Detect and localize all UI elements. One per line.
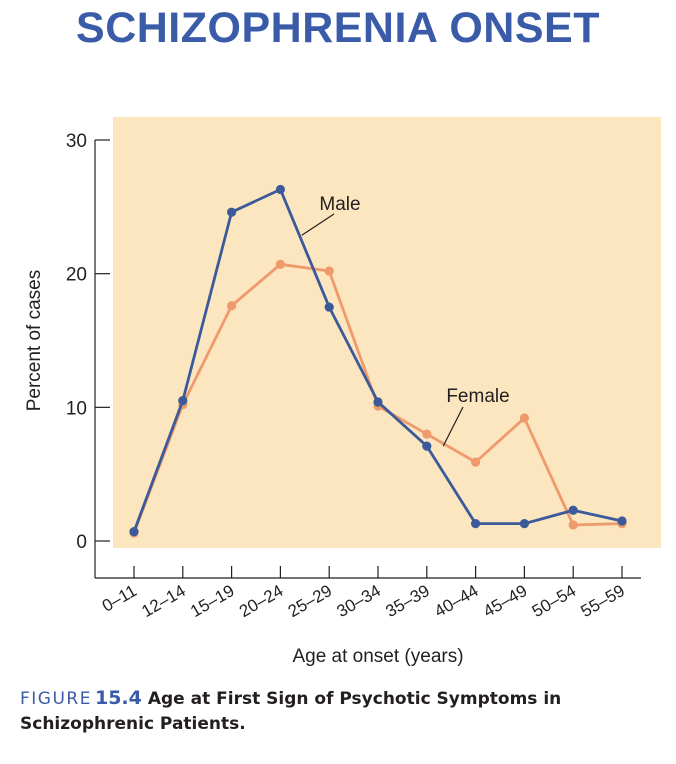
x-tick-label: 45–49 bbox=[480, 581, 530, 621]
male-data-point bbox=[178, 396, 188, 406]
female-label-leader bbox=[442, 406, 464, 447]
male-data-point bbox=[471, 519, 481, 529]
line-chart: 0 10 20 30 Percent of cases 0–1112–1415–1920–… bbox=[24, 117, 661, 667]
male-series-label: Male bbox=[319, 194, 360, 215]
female-data-point bbox=[324, 266, 334, 276]
x-tick-label: 35–39 bbox=[382, 581, 432, 621]
figure-word: FIGURE bbox=[20, 689, 92, 709]
male-data-point bbox=[373, 397, 383, 407]
axes bbox=[94, 139, 641, 579]
female-data-point bbox=[568, 520, 578, 530]
male-data-point bbox=[227, 207, 237, 217]
female-data-point bbox=[227, 301, 237, 311]
male-data-point bbox=[617, 516, 627, 526]
figure-caption: FIGURE 15.4 Age at First Sign of Psychotic… bbox=[20, 686, 640, 737]
male-data-point bbox=[568, 505, 578, 515]
figure-title: Age at First Sign of Psychotic Symptoms … bbox=[20, 689, 562, 734]
x-tick-label: 0–11 bbox=[99, 581, 140, 616]
x-tick-label: 25–29 bbox=[285, 581, 335, 621]
series-layer bbox=[129, 184, 627, 538]
page-heading: SCHIZOPHRENIA ONSET bbox=[76, 4, 600, 52]
x-axis-label: Age at onset (years) bbox=[292, 646, 463, 667]
male-data-point bbox=[519, 519, 530, 529]
x-tick-label: 15–19 bbox=[187, 581, 237, 621]
plot-background bbox=[113, 117, 661, 548]
x-tick-label: 55–59 bbox=[578, 581, 628, 621]
male-data-point bbox=[129, 527, 139, 537]
x-tick-label: 20–24 bbox=[236, 581, 286, 621]
male-label-leader bbox=[301, 213, 335, 236]
y-tick-label: 20 bbox=[66, 265, 87, 286]
x-tick-label: 50–54 bbox=[529, 581, 579, 621]
x-tick-label: 40–44 bbox=[431, 581, 481, 621]
female-data-point bbox=[471, 457, 481, 467]
y-tick-label: 0 bbox=[76, 532, 87, 553]
y-tick-label: 30 bbox=[66, 131, 87, 152]
y-tick-label: 10 bbox=[66, 398, 87, 419]
x-tick-label: 12–14 bbox=[138, 581, 188, 621]
figure-number: 15.4 bbox=[94, 687, 142, 709]
male-data-point bbox=[275, 184, 285, 195]
female-data-point bbox=[275, 259, 285, 269]
female-data-point bbox=[422, 429, 432, 439]
female-data-point bbox=[519, 413, 530, 423]
y-axis-label: Percent of cases bbox=[24, 270, 45, 412]
x-tick-label: 30–34 bbox=[334, 581, 384, 621]
male-data-point bbox=[324, 302, 334, 312]
male-data-point bbox=[422, 441, 432, 451]
female-series-label: Female bbox=[446, 386, 509, 407]
